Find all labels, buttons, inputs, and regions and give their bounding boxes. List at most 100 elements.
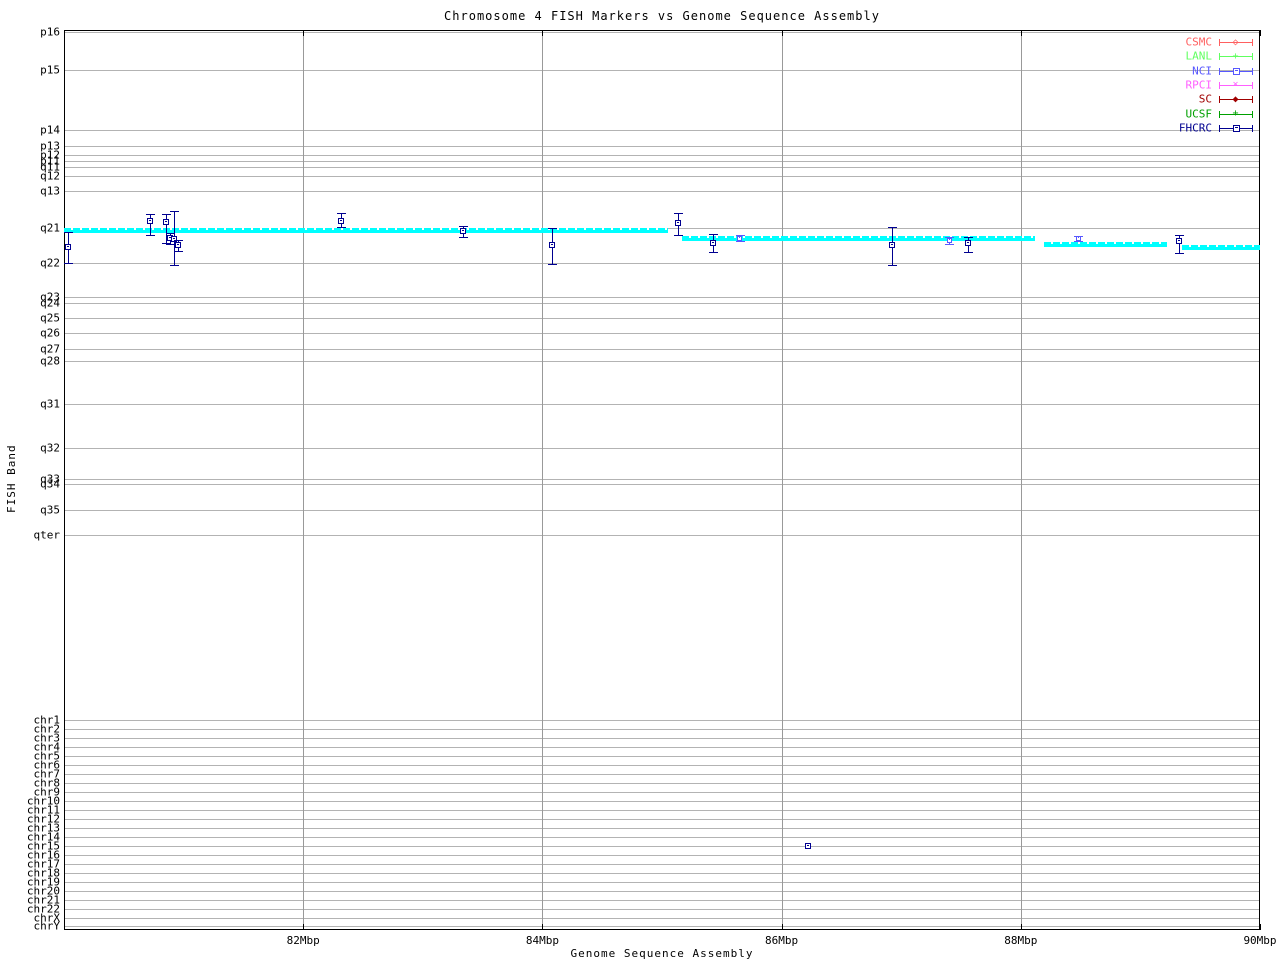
gridline-q35 [64, 510, 1260, 511]
data-point-marker [162, 219, 169, 225]
x-tick-label: 82Mbp [286, 934, 320, 947]
x-tick-bottom [1020, 924, 1022, 930]
y-band-label-q12: q12 [40, 169, 60, 183]
error-bar-cap [673, 235, 683, 236]
legend-sample-cap [1219, 96, 1220, 104]
y-band-label-chr1: chr1 [33, 713, 61, 727]
gridline-chr16 [64, 855, 1260, 856]
marker-inner-line [806, 845, 809, 846]
gridline-q12 [64, 176, 1260, 177]
data-point-marker [548, 242, 555, 248]
legend-sample-cap [1219, 81, 1220, 89]
error-bar-cap [170, 265, 180, 266]
x-tick-top [781, 30, 783, 36]
y-band-label-chr10: chr10 [26, 794, 60, 808]
gridline-p15 [64, 70, 1260, 71]
data-point-marker [965, 240, 972, 246]
marker-inner-line [173, 238, 176, 239]
error-bar-cap [146, 214, 156, 215]
y-band-label-chrX: chrX [33, 911, 61, 925]
gridline-chr7 [64, 774, 1260, 775]
legend-label-sc: SC [1198, 92, 1212, 106]
gridline-q28 [64, 361, 1260, 362]
y-band-label-chr18: chr18 [26, 866, 60, 880]
y-band-label-chr9: chr9 [33, 785, 61, 799]
data-point-marker [64, 244, 71, 250]
y-band-label-q22: q22 [40, 256, 60, 270]
y-band-label-q13: q13 [40, 184, 60, 198]
y-band-label-chr11: chr11 [26, 803, 60, 817]
gridline-chrX [64, 918, 1260, 919]
error-bar-cap [173, 251, 183, 252]
gridline-p11 [64, 161, 1260, 162]
data-point-marker [147, 218, 154, 224]
y-band-label-q32: q32 [40, 441, 60, 455]
assembly-segment-dashes [1182, 245, 1260, 247]
error-bar-cap [547, 228, 557, 229]
legend-marker-cross: × [1232, 79, 1239, 91]
error-bar-cap [63, 263, 73, 264]
x-tick-top [303, 30, 305, 36]
gridline-q31 [64, 404, 1260, 405]
y-band-label-chr16: chr16 [26, 848, 60, 862]
y-band-label-p15: p15 [40, 63, 60, 77]
error-bar-cap [170, 211, 180, 212]
error-bar-cap [1074, 241, 1084, 242]
marker-inner-line [1177, 240, 1180, 241]
y-band-label-chr13: chr13 [26, 821, 60, 835]
assembly-segment-1 [64, 228, 668, 233]
error-bar-cap [945, 244, 955, 245]
legend-sample-cap [1219, 124, 1220, 132]
y-band-label-chr12: chr12 [26, 812, 60, 826]
data-point-marker [946, 237, 952, 243]
gridline-chr19 [64, 882, 1260, 883]
legend-sample-line [1219, 42, 1252, 43]
error-bar-cap [547, 264, 557, 265]
y-band-label-chr19: chr19 [26, 875, 60, 889]
error-bar [165, 214, 167, 243]
y-band-label-chr22: chr22 [26, 902, 60, 916]
gridline-q25 [64, 318, 1260, 319]
error-bar-cap [964, 237, 974, 238]
error-bar-cap [173, 240, 183, 241]
marker-inner-line [164, 221, 167, 222]
x-tick-bottom [1260, 924, 1261, 930]
gridline-qter [64, 535, 1260, 536]
y-band-label-chr7: chr7 [33, 767, 61, 781]
y-band-label-q31: q31 [40, 397, 60, 411]
error-bar-cap [166, 244, 176, 245]
legend-sample-cap [1252, 39, 1253, 46]
marker-inner-line [340, 220, 343, 221]
assembly-segment-dashes [682, 236, 1036, 238]
legend-label-nci: NCI [1192, 64, 1212, 78]
gridline-chr3 [64, 738, 1260, 739]
legend-sample-cap [1219, 53, 1220, 61]
gridline-chr2 [64, 729, 1260, 730]
legend-marker-diamond-open: ◇ [1232, 36, 1239, 48]
error-bar-cap [709, 252, 719, 253]
y-band-label-chr14: chr14 [26, 830, 60, 844]
gridline-q34 [64, 484, 1260, 485]
marker-inner-line [1077, 237, 1079, 238]
legend-label-lanl: LANL [1185, 49, 1213, 63]
plot-border [64, 30, 1260, 930]
gridline-q33 [64, 479, 1260, 480]
legend-marker-plus: + [1232, 108, 1239, 119]
gridline-p13 [64, 146, 1260, 147]
gridline-chr18 [64, 873, 1260, 874]
gridline-chr6 [64, 765, 1260, 766]
marker-inner-line [1234, 70, 1238, 72]
error-bar [1178, 235, 1180, 253]
data-point-marker [174, 242, 181, 248]
marker-inner-line [550, 244, 553, 245]
legend-label-csmc: CSMC [1185, 35, 1213, 49]
legend-sample-cap [1219, 67, 1220, 75]
gridline-x-88 [1020, 30, 1022, 930]
gridline-chr12 [64, 819, 1260, 820]
error-bar-cap [337, 227, 347, 228]
gridline-chr5 [64, 756, 1260, 757]
marker-inner-line [176, 244, 179, 245]
legend-label-rpci: RPCI [1185, 78, 1213, 92]
legend-label-ucsf: UCSF [1185, 107, 1213, 120]
